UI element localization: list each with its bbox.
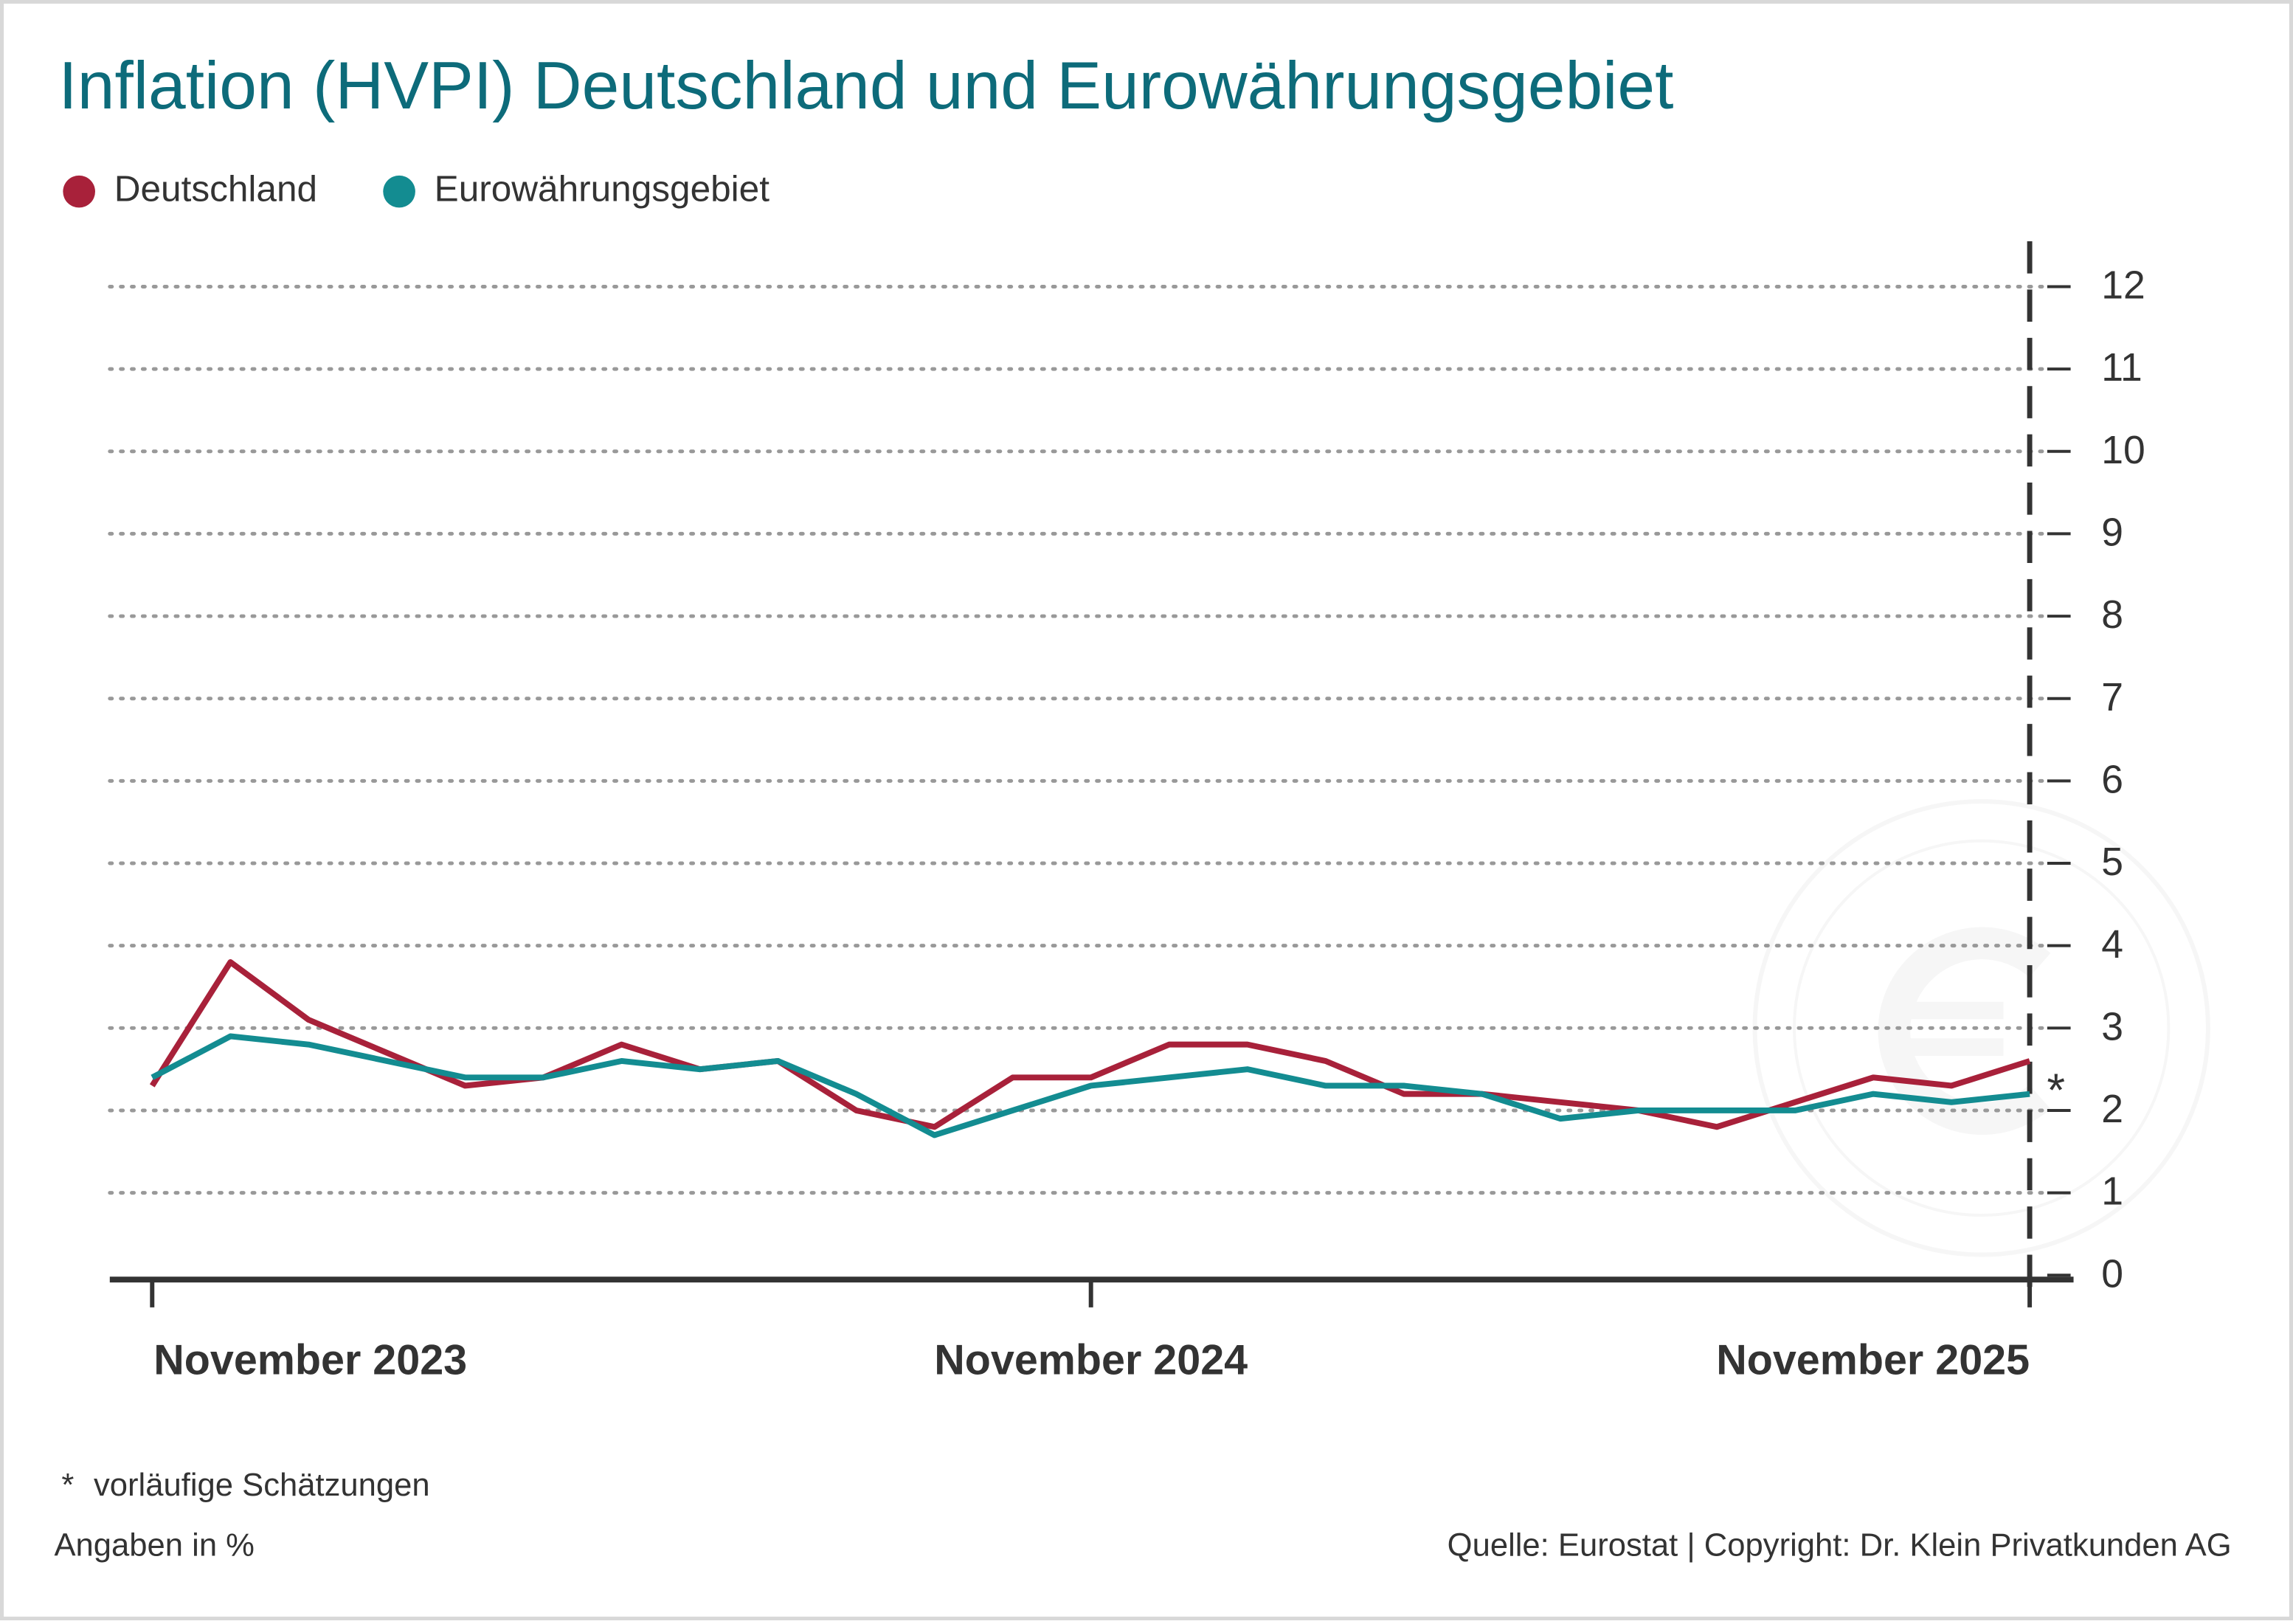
watermark-euro xyxy=(1901,1038,2004,1056)
watermark-euro xyxy=(1901,1001,2004,1020)
legend-marker xyxy=(383,175,415,208)
chart-title: Inflation (HVPI) Deutschland und Eurowäh… xyxy=(58,48,1673,123)
x-tick-label: November 2023 xyxy=(153,1336,467,1383)
y-tick-label: 1 xyxy=(2101,1170,2123,1214)
y-tick-label: 2 xyxy=(2101,1088,2123,1131)
watermark-ring xyxy=(1793,839,2171,1217)
y-tick-label: 7 xyxy=(2101,676,2123,719)
x-tick-label: November 2024 xyxy=(934,1336,1248,1383)
estimate-marker: * xyxy=(2047,1065,2065,1116)
legend-label: Deutschland xyxy=(114,169,317,210)
footnote: vorläufige Schätzungen xyxy=(94,1468,430,1503)
unit-note: Angaben in % xyxy=(54,1527,254,1563)
y-tick-label: 9 xyxy=(2101,511,2123,555)
y-tick-label: 10 xyxy=(2101,429,2145,472)
y-tick-label: 6 xyxy=(2101,758,2123,801)
series-line xyxy=(151,1033,2030,1138)
watermark-euro xyxy=(1878,927,2051,1135)
y-tick-label: 4 xyxy=(2101,923,2123,967)
source: Quelle: Eurostat | Copyright: Dr. Klein … xyxy=(1448,1527,2232,1563)
x-tick-label: November 2025 xyxy=(1716,1336,2030,1383)
footnote-marker: * xyxy=(61,1468,74,1503)
legend-label: Eurowährungsgebiet xyxy=(435,169,770,210)
y-tick-label: 8 xyxy=(2101,593,2123,637)
y-tick-label: 3 xyxy=(2101,1005,2123,1048)
legend-marker xyxy=(63,175,95,208)
y-tick-label: 0 xyxy=(2101,1252,2123,1296)
y-tick-label: 11 xyxy=(2101,346,2142,390)
y-tick-label: 12 xyxy=(2101,264,2145,308)
y-tick-label: 5 xyxy=(2101,840,2123,884)
series-line xyxy=(149,959,2031,1130)
